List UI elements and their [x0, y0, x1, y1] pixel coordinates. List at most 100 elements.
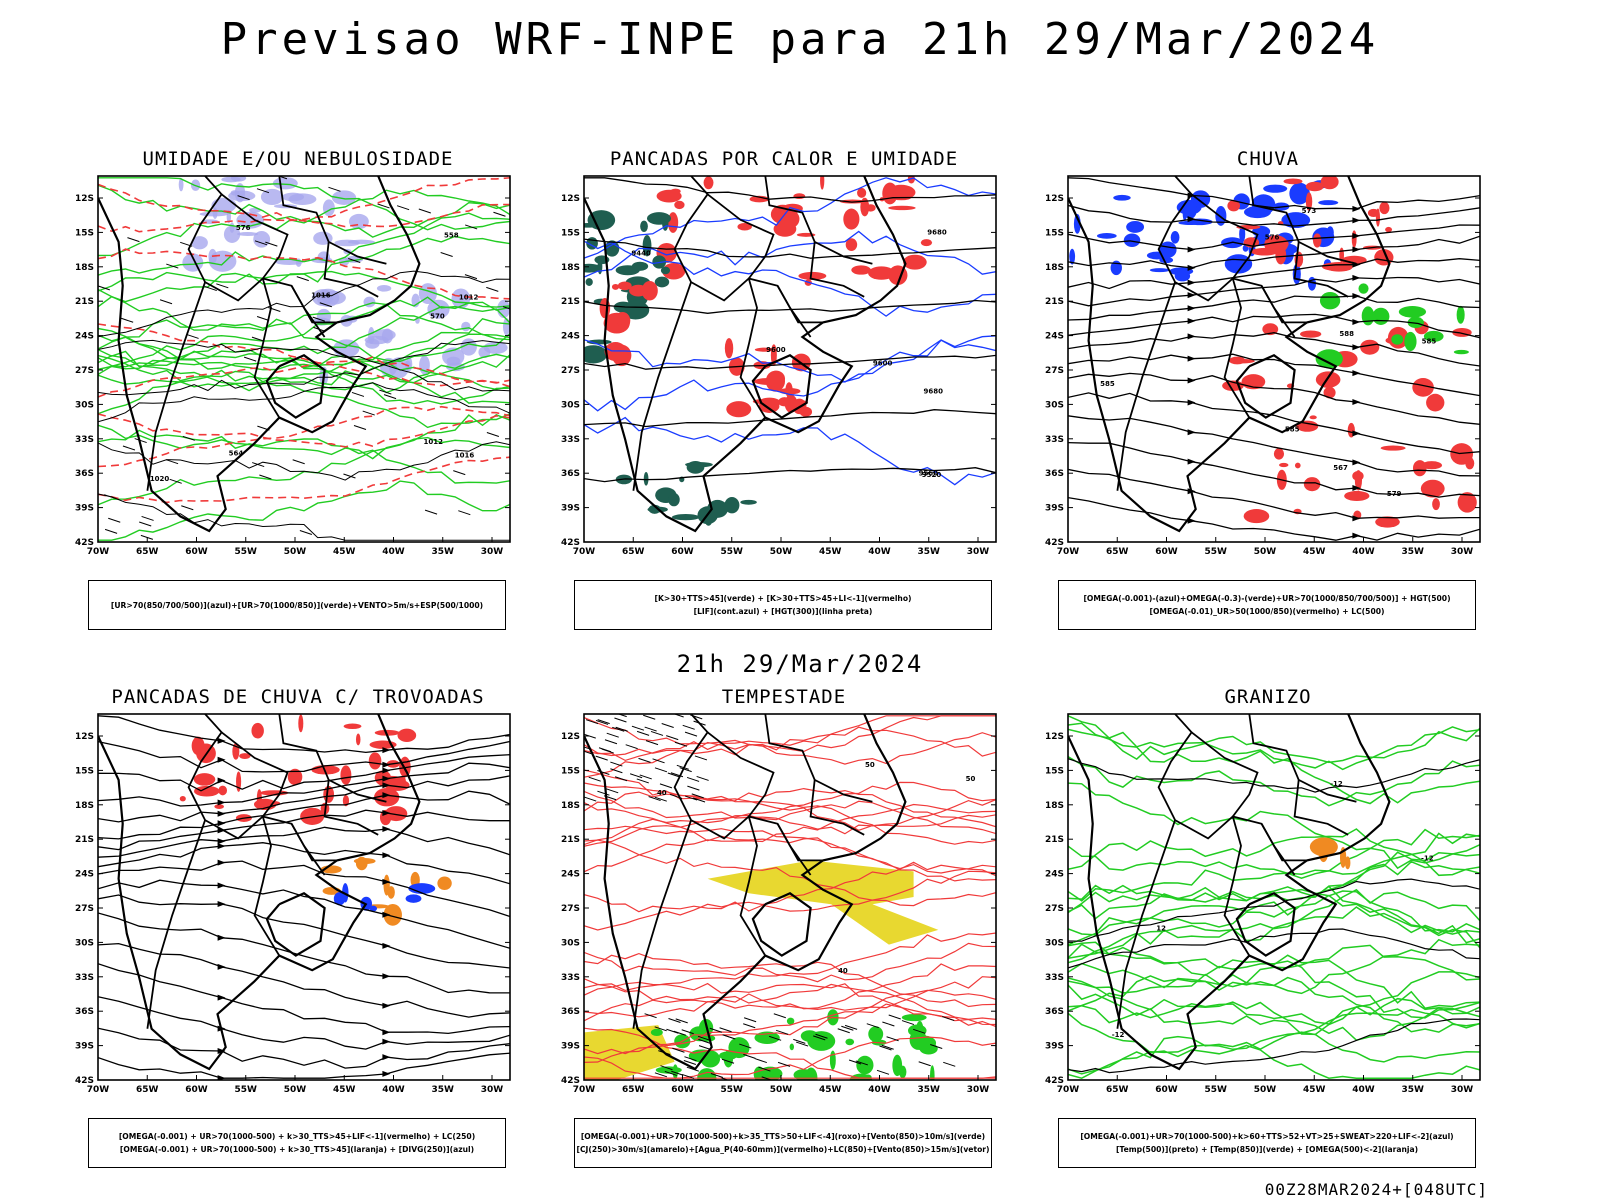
- lat-tick-label: 30S: [561, 938, 580, 948]
- contour-label: 9520: [922, 471, 942, 479]
- lat-tick-label: 24S: [561, 870, 580, 880]
- legend-line: [OMEGA(-0.001)+UR>70(1000-500)+k>60+TTS>…: [1080, 1132, 1454, 1141]
- contour-label: 9600: [766, 346, 786, 354]
- lat-tick-label: 42S: [561, 538, 580, 548]
- contour-label: 50: [865, 761, 875, 769]
- panel-chuva: CHUVA 12S 15S 18S 21S 24S 27S 30S 33S 36S 39S 42S 7…: [1030, 148, 1506, 630]
- lat-tick-label: 30S: [1045, 400, 1064, 410]
- lon-tick-label: 45W: [333, 1085, 356, 1095]
- lat-tick-label: 24S: [75, 870, 94, 880]
- lon-tick-label: 35W: [1402, 1085, 1425, 1095]
- lat-tick-label: 18S: [75, 263, 94, 273]
- contour-label: 9440: [631, 249, 651, 257]
- contour-label: 576: [1265, 233, 1280, 241]
- lat-tick-label: 24S: [1045, 332, 1064, 342]
- contour-label: -12: [1330, 780, 1343, 788]
- lon-tick-label: 60W: [1155, 547, 1178, 557]
- lat-tick-label: 18S: [561, 801, 580, 811]
- lon-tick-label: 50W: [770, 1085, 793, 1095]
- lat-tick-label: 33S: [1045, 973, 1064, 983]
- lat-tick-label: 33S: [75, 435, 94, 445]
- lon-tick-label: 45W: [1303, 1085, 1326, 1095]
- lon-tick-label: 60W: [185, 547, 208, 557]
- contour-label: 9600: [873, 359, 893, 367]
- map-frame: [583, 175, 997, 543]
- contour-label: 585: [1285, 425, 1300, 433]
- lat-tick-label: 30S: [75, 400, 94, 410]
- panel-legend: [K>30+TTS>45](verde) + [K>30+TTS>45+LI<-…: [574, 580, 992, 630]
- lat-tick-label: 39S: [561, 504, 580, 514]
- lon-tick-label: 60W: [671, 1085, 694, 1095]
- contour-label: 567: [1333, 464, 1348, 472]
- lon-tick-label: 50W: [1254, 1085, 1277, 1095]
- lon-tick-label: 40W: [382, 1085, 405, 1095]
- lat-tick-label: 21S: [75, 297, 94, 307]
- contour-label: 558: [444, 231, 459, 239]
- lat-tick-label: 39S: [1045, 1042, 1064, 1052]
- lat-tick-label: 42S: [75, 1076, 94, 1086]
- panel-legend: [OMEGA(-0.001)+UR>70(1000-500)+k>35_TTS>…: [574, 1118, 992, 1168]
- panel-legend: [OMEGA(-0.001)+UR>70(1000-500)+k>60+TTS>…: [1058, 1118, 1476, 1168]
- lon-tick-label: 40W: [1352, 547, 1375, 557]
- contour-label: 1012: [459, 294, 479, 302]
- lon-tick-label: 30W: [481, 1085, 504, 1095]
- lon-tick-label: 65W: [136, 1085, 159, 1095]
- lat-tick-label: 42S: [561, 1076, 580, 1086]
- lat-tick-label: 24S: [75, 332, 94, 342]
- map-boundaries: [1068, 714, 1391, 1071]
- lat-tick-label: 27S: [1045, 366, 1064, 376]
- legend-line: [K>30+TTS>45](verde) + [K>30+TTS>45+LI<-…: [654, 594, 912, 603]
- map-fields: [98, 176, 510, 541]
- lon-tick-label: 65W: [1106, 547, 1129, 557]
- lon-tick-label: 70W: [1057, 547, 1080, 557]
- lat-tick-label: 33S: [561, 973, 580, 983]
- lon-tick-label: 40W: [868, 1085, 891, 1095]
- map-frame: [1067, 175, 1481, 543]
- contour-label: 1020: [150, 475, 170, 483]
- lat-tick-label: 21S: [561, 297, 580, 307]
- lat-tick-label: 27S: [561, 366, 580, 376]
- lon-tick-label: 35W: [918, 1085, 941, 1095]
- map-fields: [1068, 176, 1480, 541]
- lat-tick-label: 36S: [1045, 469, 1064, 479]
- panel-legend: [OMEGA(-0.001) + UR>70(1000-500) + k>30_…: [88, 1118, 506, 1168]
- panel-pancadas-calor: PANCADAS POR CALOR E UMIDADE 12S 15S 18S 21…: [546, 148, 1022, 630]
- contour-label: 9680: [924, 388, 944, 396]
- lon-tick-label: 70W: [573, 547, 596, 557]
- forecast-time-label: 21h 29/Mar/2024: [676, 650, 924, 678]
- panel-granizo: GRANIZO 12S 15S 18S 21S 24S 27S 30S 33S 36S 39S 42…: [1030, 686, 1506, 1168]
- contour-label: 1012: [424, 438, 444, 446]
- panel-legend: [OMEGA(-0.001)-(azul)+OMEGA(-0.3)-(verde…: [1058, 580, 1476, 630]
- contour-label: 50: [966, 775, 976, 783]
- legend-line: [UR>70(850/700/500)](azul)+[UR>70(1000/8…: [110, 600, 484, 610]
- legend-line: [Temp(500)](preto) + [Temp(850)](verde) …: [1115, 1145, 1419, 1154]
- map-boundaries: [1068, 176, 1391, 533]
- contour-label: 579: [1387, 490, 1402, 498]
- lat-tick-label: 36S: [561, 1007, 580, 1017]
- lon-tick-label: 70W: [87, 1085, 110, 1095]
- lat-tick-label: 42S: [1045, 1076, 1064, 1086]
- panel-umidade: UMIDADE E/OU NEBULOSIDADE 12S 15S 18S 21S 24…: [60, 148, 536, 630]
- lat-tick-label: 12S: [561, 732, 580, 742]
- lon-tick-label: 35W: [432, 1085, 455, 1095]
- lat-tick-label: 33S: [1045, 435, 1064, 445]
- lat-tick-label: 27S: [75, 366, 94, 376]
- map-frame: [583, 713, 997, 1081]
- lat-tick-label: 15S: [75, 766, 94, 776]
- panel-title: GRANIZO: [1224, 686, 1312, 708]
- contour-label: 588: [1339, 330, 1354, 338]
- map-boundaries: [98, 714, 421, 1071]
- run-info-label: 00Z28MAR2024+[048UTC]: [1264, 1180, 1488, 1199]
- lat-tick-label: 39S: [75, 1042, 94, 1052]
- lon-tick-label: 40W: [382, 547, 405, 557]
- map-boundaries: [584, 714, 907, 1071]
- lon-tick-label: 35W: [918, 547, 941, 557]
- lat-tick-label: 30S: [1045, 938, 1064, 948]
- lon-tick-label: 45W: [333, 547, 356, 557]
- map-boundaries: [584, 176, 907, 533]
- lon-tick-label: 55W: [721, 1085, 744, 1095]
- lat-tick-label: 18S: [561, 263, 580, 273]
- lon-tick-label: 45W: [1303, 547, 1326, 557]
